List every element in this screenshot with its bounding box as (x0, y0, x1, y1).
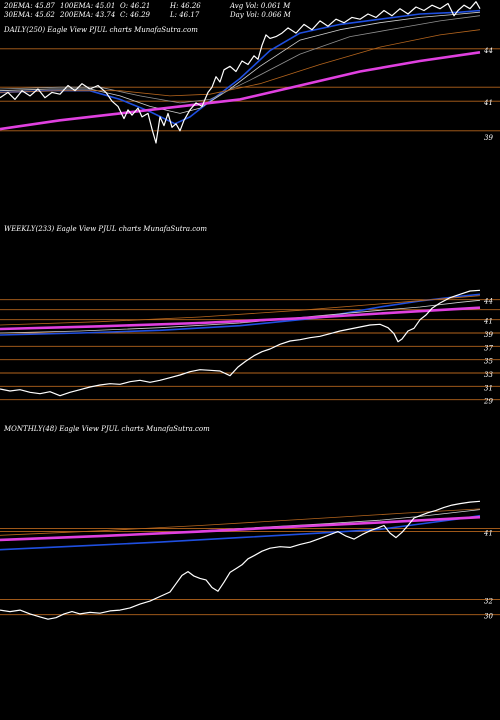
daily-panel-label: DAILY(250) Eagle View PJUL charts Munafa… (4, 26, 198, 34)
weekly-y-tick-label: 44 (483, 298, 493, 306)
weekly-series-price (0, 289, 481, 397)
header-ema100: 100EMA: 45.01 (60, 2, 116, 10)
weekly-y-tick-label: 41 (483, 318, 493, 326)
monthly-y-tick-label: 41 (483, 530, 493, 538)
monthly-y-tick-label: 30 (484, 613, 493, 621)
daily-y-tick-label: 39 (484, 134, 493, 142)
monthly-series-ema_short (0, 514, 481, 551)
weekly-y-tick-label: 37 (484, 344, 493, 352)
header-close: C: 46.29 (120, 11, 150, 19)
header-high: H: 46.26 (170, 2, 201, 10)
monthly-series-ema_long1 (0, 515, 481, 542)
monthly-panel-label: MONTHLY(48) Eagle View PJUL charts Munaf… (4, 425, 210, 433)
weekly-series-ema_long1 (0, 306, 481, 331)
weekly-chart: 44 41 39 37 35 33 31 29 (0, 289, 500, 406)
weekly-y-tick-label: 29 (483, 398, 493, 406)
weekly-y-tick-label: 39 (484, 331, 493, 339)
monthly-series-ema_long2 (0, 508, 481, 536)
header-avg-vol: Avg Vol: 0.061 M (230, 2, 291, 10)
header-ema20: 20EMA: 45.87 (4, 2, 55, 10)
weekly-y-tick-label: 31 (484, 384, 493, 392)
daily-y-tick-label: 44 (483, 47, 493, 55)
daily-y-tick-label: 41 (483, 99, 493, 107)
indicator-header: 20EMA: 45.87 100EMA: 45.01 O: 46.21 H: 4… (4, 2, 500, 22)
weekly-series-ema_mid (0, 299, 481, 334)
header-ema200: 200EMA: 43.74 (60, 11, 116, 19)
header-day-vol: Day Vol: 0.066 M (230, 11, 291, 19)
monthly-series-price (0, 500, 481, 620)
header-low: L: 46.17 (170, 11, 200, 19)
weekly-y-tick-label: 33 (484, 371, 493, 379)
daily-chart: 44 41 39 (0, 1, 500, 144)
daily-series-ema200 (0, 51, 481, 131)
weekly-series-ema_long2 (0, 295, 481, 326)
daily-series-price (0, 1, 481, 144)
weekly-panel-label: WEEKLY(233) Eagle View PJUL charts Munaf… (4, 225, 208, 233)
weekly-y-tick-label: 35 (484, 358, 493, 366)
daily-series-ema30 (0, 11, 481, 114)
monthly-chart: 41 32 30 (0, 500, 500, 621)
header-open: O: 46.21 (120, 2, 151, 10)
monthly-y-tick-label: 32 (484, 598, 493, 606)
daily-series-ema20 (0, 9, 481, 125)
header-ema30: 30EMA: 45.62 (4, 11, 55, 19)
daily-series-ema50 (0, 15, 481, 104)
daily-series-ema100 (0, 29, 481, 97)
